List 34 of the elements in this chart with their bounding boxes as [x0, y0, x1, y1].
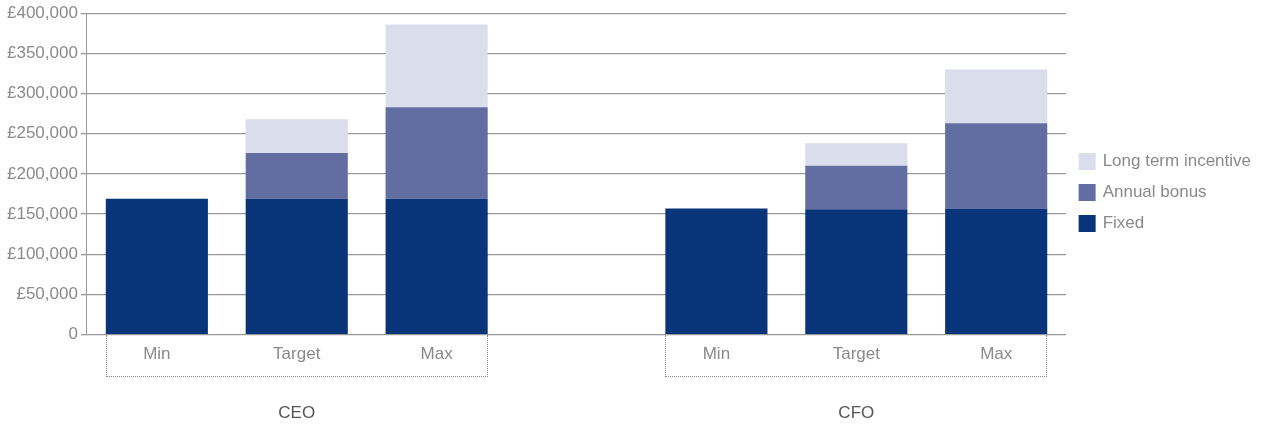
y-tick-label: £350,000 — [7, 43, 78, 63]
bar — [945, 123, 1048, 209]
x-tick-label: Min — [143, 344, 171, 364]
legend-label: Long term incentive — [1102, 151, 1252, 171]
bar — [245, 153, 348, 199]
x-tick-label: Min — [702, 344, 731, 364]
x-tick-label: Max — [980, 344, 1013, 364]
bar — [385, 107, 488, 199]
x-tick-label: Max — [420, 344, 454, 364]
legend-label: Fixed — [1102, 213, 1145, 233]
bar — [385, 24, 488, 108]
x-tick-label: Target — [832, 344, 881, 364]
bar — [805, 209, 908, 334]
bar — [245, 119, 348, 154]
y-tick-label: £300,000 — [7, 83, 78, 103]
legend-label: Annual bonus — [1102, 182, 1207, 202]
bar — [805, 143, 908, 166]
y-tick-label: £400,000 — [7, 2, 78, 22]
x-tick-label: Target — [273, 344, 321, 364]
bar — [665, 208, 768, 334]
y-tick-label: 0 — [68, 324, 78, 344]
y-tick-label: £50,000 — [16, 284, 78, 304]
bar — [945, 69, 1048, 124]
bar — [245, 198, 348, 334]
text: CEO — [278, 402, 316, 422]
text: CFO — [838, 402, 875, 422]
y-tick-label: £150,000 — [7, 203, 78, 223]
y-tick-label: £200,000 — [7, 163, 78, 183]
y-tick-label: £250,000 — [7, 123, 78, 143]
bar — [805, 165, 908, 210]
bar — [945, 208, 1048, 334]
bar — [105, 198, 208, 334]
y-tick-label: £100,000 — [7, 243, 78, 263]
bar — [385, 198, 488, 334]
